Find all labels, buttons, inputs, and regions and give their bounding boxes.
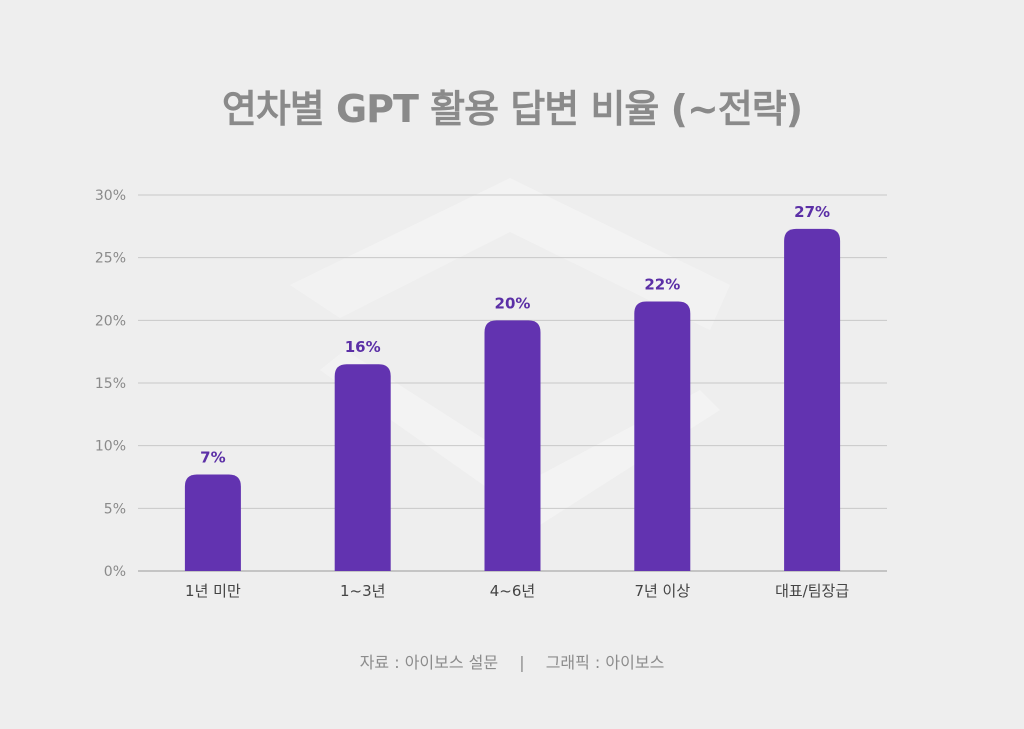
bar <box>184 474 241 571</box>
x-category-label: 1년 미만 <box>185 582 241 600</box>
bar <box>634 301 691 571</box>
y-tick-label: 0% <box>104 564 126 580</box>
chart-title: 연차별 GPT 활용 답변 비율 (~전략) <box>221 87 803 131</box>
data-label: 20% <box>495 294 531 312</box>
bars <box>184 228 841 571</box>
x-category-label: 1~3년 <box>340 582 385 600</box>
y-tick-label: 25% <box>95 251 126 267</box>
data-label: 16% <box>345 338 381 356</box>
data-labels: 7% 16% 20% 22% 27% <box>200 203 830 467</box>
bar <box>784 228 841 571</box>
x-axis-categories: 1년 미만 1~3년 4~6년 7년 이상 대표/팀장급 <box>185 582 849 600</box>
y-axis-ticks: 0% 5% 10% 15% 20% 25% 30% <box>95 188 126 580</box>
graphic-credit-text: 그래픽 : 아이보스 <box>545 653 665 672</box>
y-tick-label: 5% <box>104 501 126 517</box>
x-category-label: 7년 이상 <box>634 582 690 600</box>
data-label: 22% <box>644 276 680 294</box>
x-category-label: 대표/팀장급 <box>775 582 849 600</box>
data-label: 7% <box>200 448 225 466</box>
y-tick-label: 10% <box>95 439 126 455</box>
y-tick-label: 15% <box>95 376 126 392</box>
x-category-label: 4~6년 <box>490 582 535 600</box>
credit-separator: | <box>519 653 525 672</box>
y-tick-label: 20% <box>95 313 126 329</box>
y-tick-label: 30% <box>95 188 126 204</box>
data-label: 27% <box>794 203 830 221</box>
bar <box>484 320 541 571</box>
bar <box>334 364 391 571</box>
data-source-text: 자료 : 아이보스 설문 <box>359 653 499 672</box>
source-credit: 자료 : 아이보스 설문 | 그래픽 : 아이보스 <box>0 649 1024 673</box>
